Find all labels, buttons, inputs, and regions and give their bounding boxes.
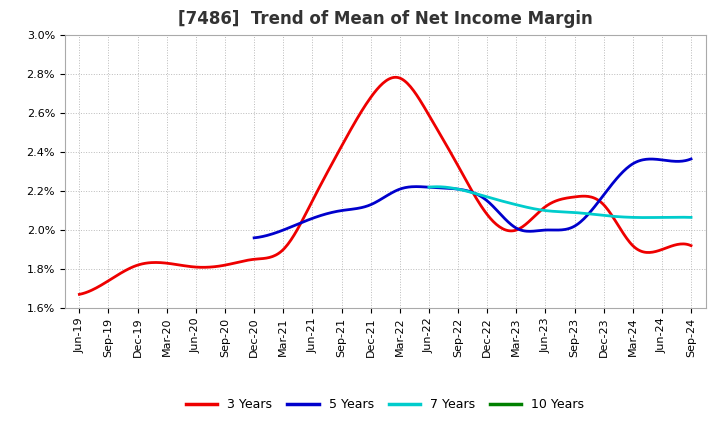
7 Years [590,212,599,217]
5 Years [687,156,696,161]
7 Years [529,206,538,211]
Line: 5 Years: 5 Years [254,159,691,238]
5 Years [250,235,258,241]
7 Years [616,214,624,220]
3 Years [148,260,157,265]
3 Years [391,75,400,80]
3 Years [521,222,530,227]
3 Years [518,224,527,230]
5 Years [567,225,576,230]
5 Years [302,218,311,223]
7 Years [425,184,433,190]
7 Years [510,202,519,207]
7 Years [433,184,441,189]
7 Years [687,215,696,220]
3 Years [75,292,84,297]
Title: [7486]  Trend of Mean of Net Income Margin: [7486] Trend of Mean of Net Income Margi… [178,10,593,28]
Legend: 3 Years, 5 Years, 7 Years, 10 Years: 3 Years, 5 Years, 7 Years, 10 Years [181,393,590,416]
5 Years [525,229,534,234]
5 Years [565,226,574,231]
3 Years [274,251,283,256]
7 Years [456,187,465,192]
7 Years [614,214,623,220]
3 Years [687,243,696,248]
3 Years [318,180,326,186]
5 Years [423,184,431,190]
5 Years [392,188,401,193]
3 Years [462,177,470,182]
7 Years [641,215,649,220]
Line: 3 Years: 3 Years [79,77,691,294]
Line: 7 Years: 7 Years [429,187,691,217]
